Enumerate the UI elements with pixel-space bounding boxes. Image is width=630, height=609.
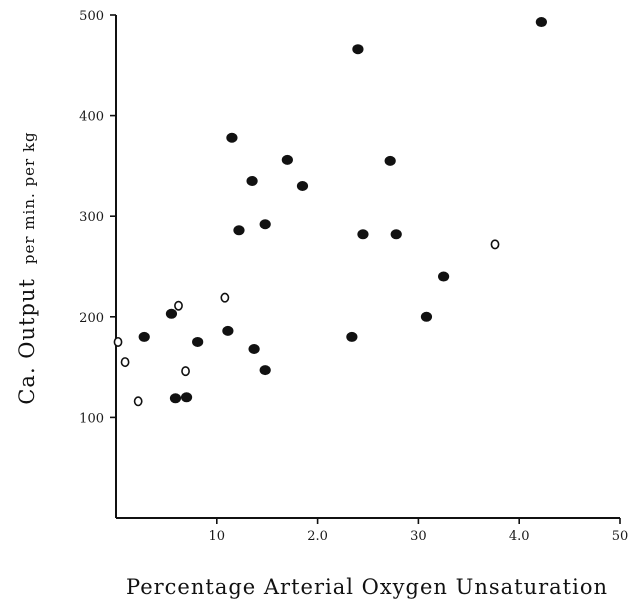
filled-data-point <box>296 181 309 192</box>
filled-data-point <box>180 392 193 403</box>
y-tick-label: 400 <box>79 110 104 125</box>
x-tick-label: 10 <box>209 529 226 544</box>
filled-data-point <box>420 311 433 322</box>
open-data-point <box>181 366 190 377</box>
x-axis-label: Percentage Arterial Oxygen Unsaturation <box>126 575 608 599</box>
filled-data-point <box>192 336 204 347</box>
y-axis-label-unit: per min. per kg <box>20 131 38 264</box>
filled-data-point <box>259 219 271 230</box>
filled-data-point <box>352 44 364 55</box>
filled-data-point <box>248 343 260 354</box>
y-axis-label-main: Ca. Output <box>15 278 39 405</box>
filled-data-point <box>259 365 271 376</box>
filled-data-point <box>281 154 293 165</box>
open-data-point <box>133 396 143 407</box>
filled-data-point <box>246 175 258 186</box>
y-axis-label: Ca. Output per min. per kg <box>15 131 39 404</box>
x-tick-label: 50 <box>612 529 629 544</box>
filled-data-point <box>357 229 369 240</box>
open-data-point <box>220 292 230 303</box>
x-tick-label: 2.0 <box>307 529 328 544</box>
filled-data-point <box>222 325 234 336</box>
x-tick-label: 4.0 <box>509 529 530 544</box>
open-data-point <box>490 239 500 250</box>
filled-data-point <box>438 271 450 282</box>
filled-data-point <box>535 17 547 28</box>
filled-data-point <box>226 132 238 143</box>
filled-data-point <box>138 331 150 342</box>
filled-data-point <box>165 308 178 319</box>
y-tick-label: 200 <box>79 311 104 326</box>
y-tick-label: 300 <box>79 210 104 225</box>
open-data-point <box>174 300 183 311</box>
chart-axes <box>115 15 620 519</box>
filled-data-point <box>384 155 396 166</box>
filled-data-point <box>169 393 182 404</box>
filled-data-point <box>390 229 402 240</box>
open-data-point <box>113 336 123 347</box>
y-tick-label: 500 <box>79 9 104 24</box>
filled-data-point <box>346 331 358 342</box>
x-tick-label: 30 <box>410 529 427 544</box>
axis-tick-labels: 10 2.0 30 4.0 50 100 200 300 400 500 <box>79 9 628 544</box>
y-tick-label: 100 <box>79 411 104 426</box>
svg-text:Ca. Output per min. per: Ca. Output per min. per kg <box>15 131 39 404</box>
data-points <box>113 17 547 407</box>
axis-ticks <box>110 14 621 524</box>
filled-data-point <box>233 225 245 236</box>
open-data-point <box>120 357 130 368</box>
